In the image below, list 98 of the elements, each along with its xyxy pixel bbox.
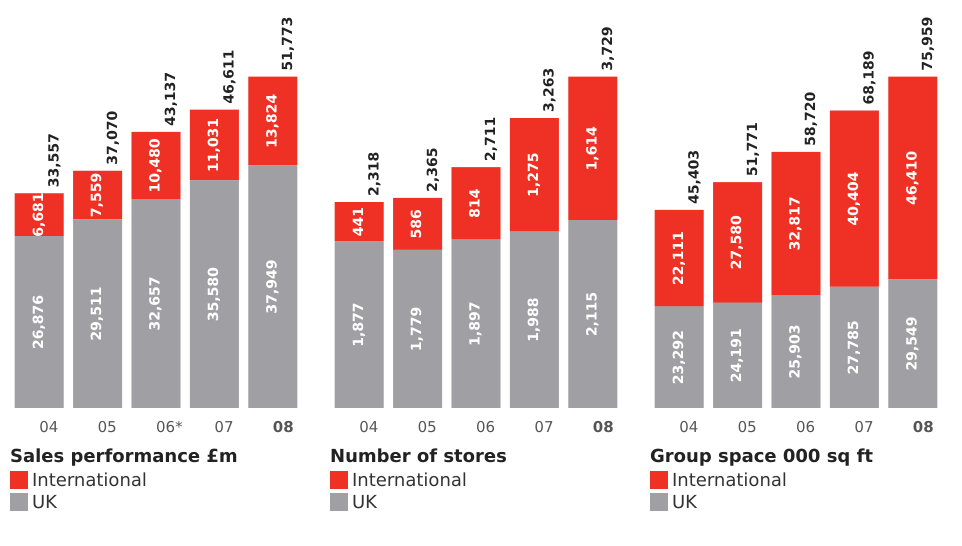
total-label: 68,189 <box>862 50 878 105</box>
total-label: 2,318 <box>366 152 382 196</box>
data-label: 1,614 <box>584 126 600 170</box>
x-tick-label: 05 <box>738 418 757 436</box>
data-label: 40,404 <box>846 171 862 226</box>
bar <box>393 198 442 250</box>
data-label: 27,785 <box>846 320 862 374</box>
total-label: 51,773 <box>280 16 296 71</box>
legend-label: UK <box>672 492 697 512</box>
data-label: 29,511 <box>89 286 106 341</box>
bar <box>568 76 618 220</box>
total-label: 51,771 <box>744 122 761 176</box>
bar <box>451 239 501 408</box>
bar <box>654 210 704 306</box>
x-tick-label: 04 <box>39 418 58 436</box>
bar <box>713 302 762 408</box>
data-label: 586 <box>409 209 426 238</box>
data-label: 814 <box>468 188 484 218</box>
data-label: 22,111 <box>670 231 687 286</box>
data-label: 11,031 <box>206 118 222 172</box>
bar <box>131 198 181 408</box>
data-label: 32,817 <box>788 196 804 250</box>
total-label: 75,959 <box>920 16 936 71</box>
legend-label: International <box>672 470 787 490</box>
data-label: 1,877 <box>350 302 367 347</box>
x-tick-label: 08 <box>592 418 614 436</box>
x-tick-label: 08 <box>912 418 934 436</box>
bar <box>713 182 762 302</box>
legend-label: International <box>32 470 147 490</box>
bar <box>451 167 501 240</box>
data-label: 24,191 <box>729 328 746 382</box>
bar <box>190 180 239 408</box>
bar <box>568 220 618 408</box>
bar <box>654 306 704 408</box>
bar <box>510 118 559 232</box>
legend-label: International <box>352 470 467 490</box>
bar <box>393 250 442 408</box>
total-label: 58,720 <box>803 92 820 146</box>
x-tick-label: 05 <box>98 418 117 436</box>
data-label: 13,824 <box>264 94 280 148</box>
data-label: 32,657 <box>148 276 164 331</box>
total-label: 2,365 <box>424 148 441 192</box>
x-tick-label: 07 <box>854 418 874 436</box>
x-tick-label: 06 <box>476 418 496 436</box>
total-label: 2,711 <box>483 116 500 162</box>
data-label: 1,275 <box>526 152 542 197</box>
bar <box>14 236 64 408</box>
total-label: 3,729 <box>600 26 616 71</box>
legend-label: UK <box>352 492 377 512</box>
data-label: 10,480 <box>148 138 164 192</box>
total-label: 33,557 <box>46 133 62 188</box>
bar <box>248 165 298 408</box>
data-label: 35,580 <box>206 266 222 322</box>
data-label: 29,549 <box>904 316 920 371</box>
x-tick-label: 04 <box>679 418 698 436</box>
bar <box>771 295 821 408</box>
data-label: 25,903 <box>788 324 804 379</box>
bar <box>888 76 938 280</box>
total-label: 43,137 <box>163 72 180 126</box>
bar <box>248 76 298 166</box>
x-tick-label: 06* <box>156 418 184 436</box>
bar <box>334 241 384 408</box>
total-label: 45,403 <box>686 150 702 204</box>
data-label: 26,876 <box>30 294 47 350</box>
x-tick-label: 08 <box>272 418 294 436</box>
data-label: 7,559 <box>89 172 106 218</box>
data-label: 1,779 <box>409 306 426 352</box>
data-label: 23,292 <box>670 330 687 384</box>
x-tick-label: 07 <box>214 418 234 436</box>
bar <box>830 110 879 287</box>
data-label: 2,115 <box>584 292 600 336</box>
bar <box>334 202 384 242</box>
legend-label: UK <box>32 492 57 512</box>
data-label: 441 <box>350 206 367 236</box>
data-label: 27,580 <box>729 215 746 270</box>
data-label: 1,897 <box>468 302 484 346</box>
data-label: 6,681 <box>30 192 47 237</box>
bar <box>190 110 239 180</box>
x-tick-label: 04 <box>359 418 378 436</box>
bar <box>131 132 181 199</box>
text: Group space 000 sq ft <box>650 446 874 467</box>
total-label: 37,070 <box>104 110 121 165</box>
bar <box>73 170 122 220</box>
total-label: 46,611 <box>222 50 238 104</box>
bar <box>830 286 879 408</box>
bar <box>73 219 122 408</box>
x-tick-label: 05 <box>418 418 437 436</box>
x-tick-label: 07 <box>534 418 554 436</box>
data-label: 1,988 <box>526 298 542 342</box>
total-label: 3,263 <box>542 68 558 112</box>
text: Sales performance £m <box>10 446 239 467</box>
x-tick-label: 06 <box>796 418 816 436</box>
data-label: 46,410 <box>904 150 920 205</box>
bar <box>510 231 559 408</box>
data-label: 37,949 <box>264 260 280 314</box>
bar <box>888 279 938 408</box>
bar <box>771 152 821 295</box>
text: Number of stores <box>330 446 508 467</box>
